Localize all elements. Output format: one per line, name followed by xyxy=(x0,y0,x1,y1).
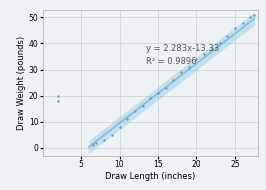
Point xyxy=(148,97,152,100)
Point xyxy=(140,105,145,108)
Point xyxy=(194,58,199,61)
Point xyxy=(217,42,222,45)
Point xyxy=(240,21,245,24)
Point xyxy=(156,92,160,95)
Point xyxy=(171,78,176,82)
Point xyxy=(187,65,191,69)
Point xyxy=(252,13,256,16)
Point xyxy=(179,71,183,74)
Point xyxy=(56,99,60,102)
X-axis label: Draw Length (inches): Draw Length (inches) xyxy=(105,172,196,181)
Point xyxy=(248,16,252,19)
Point xyxy=(102,139,106,142)
Text: R² = 0.9896: R² = 0.9896 xyxy=(147,57,197,66)
Point xyxy=(117,126,122,129)
Point xyxy=(94,141,98,144)
Point xyxy=(164,86,168,89)
Point xyxy=(210,47,214,50)
Point xyxy=(90,144,95,147)
Point xyxy=(225,34,229,37)
Point xyxy=(233,26,237,29)
Point xyxy=(110,133,114,136)
Point xyxy=(202,52,206,55)
Point xyxy=(133,110,137,113)
Point xyxy=(125,118,129,121)
Text: y = 2.283x-13.33: y = 2.283x-13.33 xyxy=(147,44,219,53)
Y-axis label: Draw Weight (pounds): Draw Weight (pounds) xyxy=(17,36,26,130)
Point xyxy=(56,94,60,97)
